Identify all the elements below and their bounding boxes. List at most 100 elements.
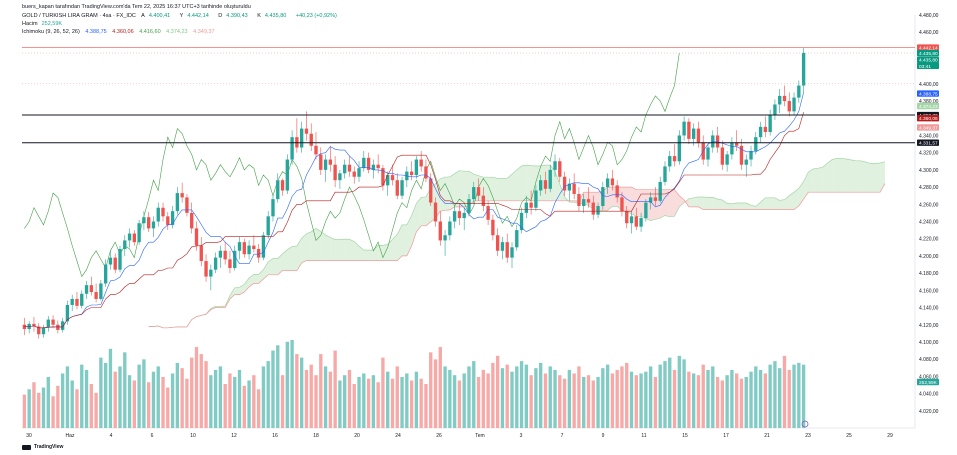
candle-body: [185, 197, 189, 213]
volume-bar: [429, 352, 433, 428]
x-tick-label: 4: [110, 433, 113, 439]
candle-body: [495, 235, 500, 251]
volume-bar: [352, 384, 356, 428]
volume-legend[interactable]: Hacim 252,59K: [22, 21, 66, 28]
candle-body: [400, 180, 404, 196]
candle-body: [735, 142, 739, 146]
volume-bar: [553, 369, 557, 428]
price-label-text: 4.435,80: [919, 58, 938, 64]
candle-body: [534, 190, 538, 208]
candle-body: [653, 197, 658, 201]
volume-bar: [161, 376, 165, 428]
candle-body: [213, 257, 218, 270]
candle-body: [376, 164, 380, 169]
ichimoku-cloud-segment: [339, 239, 345, 261]
ichimoku-cloud-segment: [483, 177, 489, 201]
volume-bar: [539, 362, 543, 428]
ichimoku-cloud-segment: [239, 284, 245, 295]
volume-bar: [701, 364, 705, 428]
x-tick-label: 16: [272, 433, 278, 439]
candle-body: [352, 171, 356, 177]
ichimoku-cloud-segment: [488, 177, 493, 201]
x-tick-label: 18: [313, 433, 319, 439]
volume-bar: [605, 364, 610, 428]
y-tick-label: 4.340,00: [919, 133, 939, 139]
candle-body: [166, 216, 170, 225]
candle-body: [634, 216, 638, 227]
x-tick-label: 21: [764, 433, 770, 439]
volume-bar: [529, 375, 533, 428]
volume-bar: [319, 354, 323, 428]
ichimoku-cloud-segment: [311, 228, 316, 261]
ichimoku-cloud-segment: [798, 181, 804, 207]
candle-body: [548, 169, 552, 189]
candle-body: [170, 211, 175, 225]
candle-body: [323, 159, 328, 170]
candle-body: [773, 104, 777, 115]
volume-bar: [648, 366, 653, 428]
candle-body: [156, 207, 160, 222]
ichimoku-cloud-segment: [803, 172, 809, 200]
candle-body: [620, 197, 624, 212]
volume-bar: [271, 350, 275, 428]
candle-body: [209, 269, 213, 277]
candle-body: [687, 121, 691, 139]
volume-bar: [773, 361, 777, 428]
candle-body: [127, 233, 132, 241]
ichimoku-cloud-segment: [540, 165, 546, 201]
candle-body: [137, 223, 141, 243]
ichimoku-legend[interactable]: Ichimoku (9, 26, 52, 26) 4.388,75 4.360,…: [22, 29, 219, 36]
candle-body: [123, 240, 127, 250]
candle-body: [151, 221, 156, 229]
volume-bar: [682, 359, 686, 428]
candle-body: [433, 202, 438, 222]
y-tick-label: 4.400,00: [919, 82, 939, 88]
ichimoku-kijun-line: [24, 112, 804, 329]
candle-body: [118, 249, 122, 270]
volume-bar: [142, 359, 146, 428]
candle-body: [782, 95, 787, 102]
volume-bar: [323, 366, 328, 428]
volume-bar: [256, 389, 261, 428]
x-tick-label: 17: [723, 433, 729, 439]
volume-bar: [691, 373, 696, 428]
volume-bar: [687, 371, 691, 428]
volume-bar: [108, 348, 113, 428]
volume-bar: [567, 369, 572, 428]
ichimoku-cloud-segment: [253, 274, 259, 284]
volume-bar: [166, 387, 170, 428]
y-tick-label: 4.380,00: [919, 99, 939, 105]
volume-bar: [405, 373, 409, 428]
candle-body: [567, 183, 572, 191]
volume-bar: [343, 375, 347, 428]
candle-body: [56, 324, 60, 330]
price-label-text: 03:41: [919, 64, 931, 70]
candle-body: [256, 249, 261, 258]
ichimoku-cloud-segment: [301, 233, 307, 263]
symbol-name[interactable]: GOLD / TURKISH LIRA GRAM · 4sa · FX_IDC: [22, 13, 136, 19]
candle-body: [438, 221, 442, 241]
candle-body: [691, 128, 696, 139]
candle-body: [94, 292, 98, 299]
volume-label-box: [917, 378, 939, 386]
volume-bar: [634, 375, 638, 428]
volume-bar: [285, 341, 289, 428]
volume-bar: [328, 371, 333, 428]
volume-bar: [715, 376, 720, 428]
candle-body: [739, 145, 744, 165]
y-tick-label: 4.220,00: [919, 237, 939, 243]
ichimoku-span-b-line: [148, 183, 886, 329]
candle-body: [99, 283, 103, 299]
volume-bar: [70, 380, 74, 428]
publish-line: buers_kapan tarafından TradingView.com'd…: [22, 4, 251, 10]
volume-bar: [228, 373, 232, 428]
y-tick-label: 4.120,00: [919, 323, 939, 329]
candle-body: [65, 304, 70, 322]
ichimoku-cloud-segment: [755, 202, 761, 210]
volume-bar: [89, 384, 93, 428]
candle-body: [371, 164, 376, 170]
volume-bar: [419, 378, 423, 428]
volume-bar: [123, 352, 127, 428]
tradingview-icon: [22, 444, 31, 450]
